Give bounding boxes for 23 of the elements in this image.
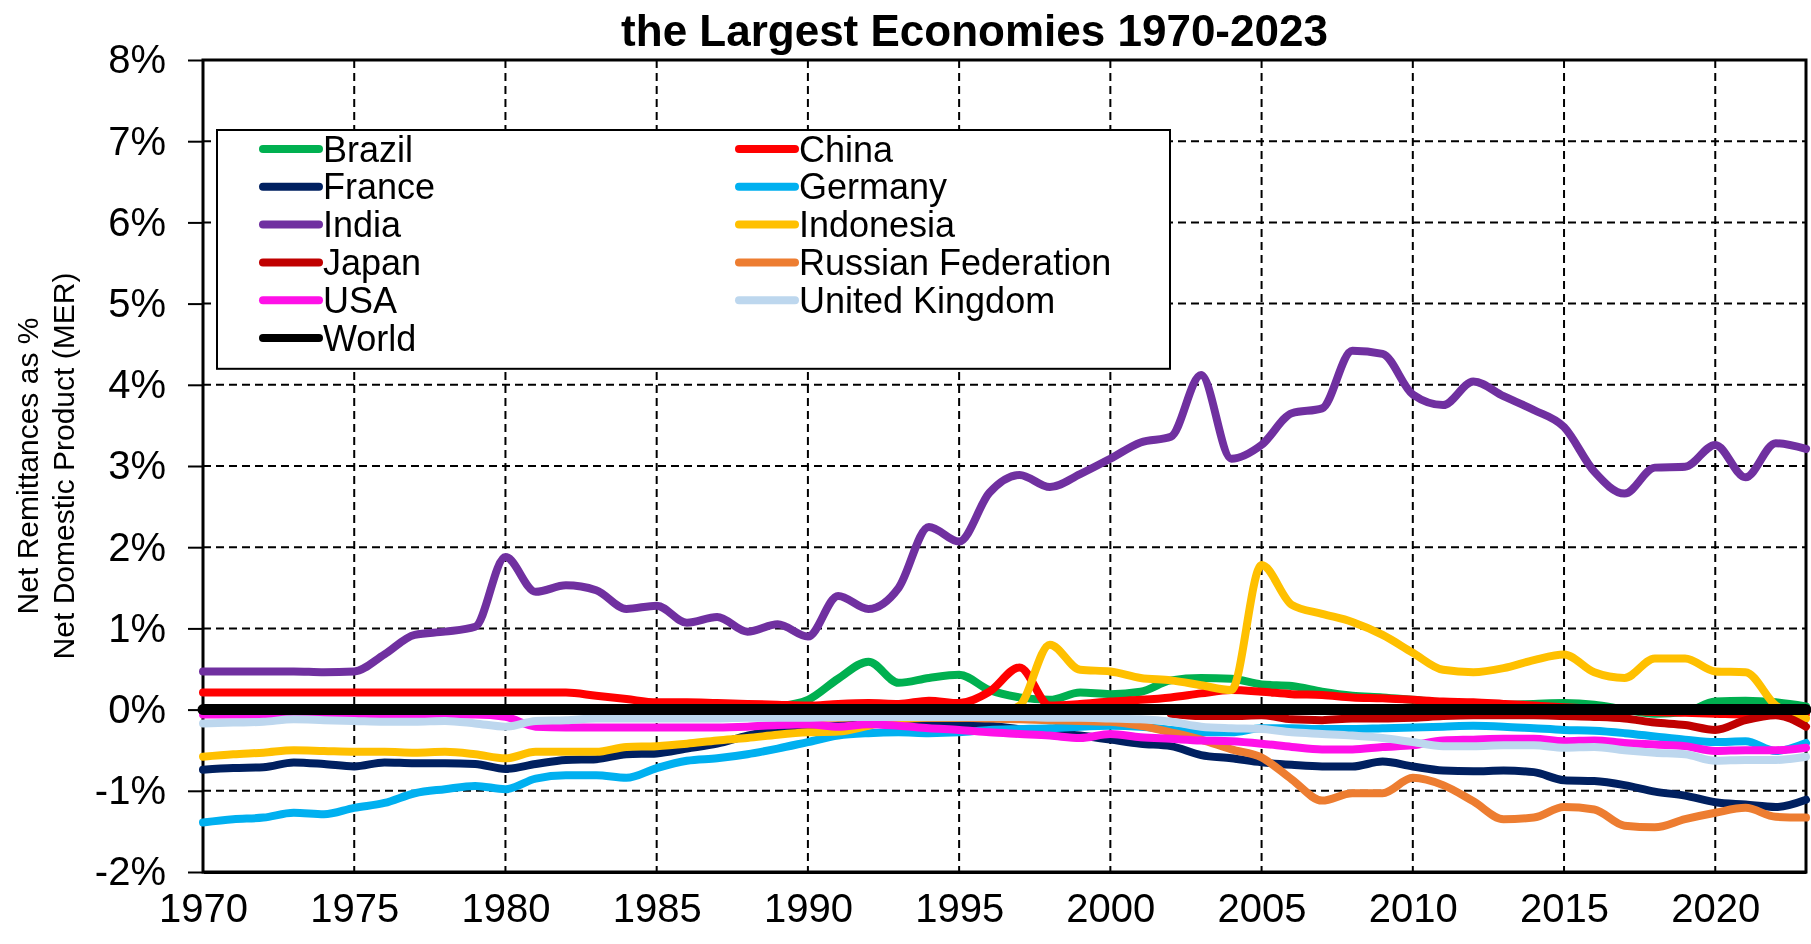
chart-title: the Largest Economies 1970-2023	[621, 6, 1328, 55]
y-tick-label: 8%	[108, 37, 166, 82]
x-tick-label: 2015	[1520, 886, 1610, 931]
y-tick-label: 1%	[108, 605, 166, 650]
x-tick-label: 1990	[763, 886, 853, 931]
x-tick-label: 2005	[1217, 886, 1307, 931]
x-tick-label: 1975	[310, 886, 400, 931]
legend-label: World	[323, 317, 417, 359]
y-tick-label: -1%	[94, 768, 166, 813]
x-tick-label: 2000	[1066, 886, 1156, 931]
x-tick-label: 2020	[1671, 886, 1761, 931]
y-tick-label: 2%	[108, 524, 166, 569]
x-tick-label: 1995	[915, 886, 1005, 931]
y-tick-label: 5%	[108, 280, 166, 325]
x-tick-label: 2010	[1368, 886, 1458, 931]
y-tick-label: 6%	[108, 199, 166, 244]
y-tick-label: 0%	[108, 686, 166, 731]
y-tick-label: 3%	[108, 443, 166, 488]
y-axis-title: Net Remittances as % Net Domestic Product (MER)	[11, 272, 80, 660]
x-tick-label: 1985	[612, 886, 702, 931]
y-tick-label: 4%	[108, 362, 166, 407]
x-tick-label: 1980	[461, 886, 551, 931]
y-tick-label: 7%	[108, 118, 166, 163]
